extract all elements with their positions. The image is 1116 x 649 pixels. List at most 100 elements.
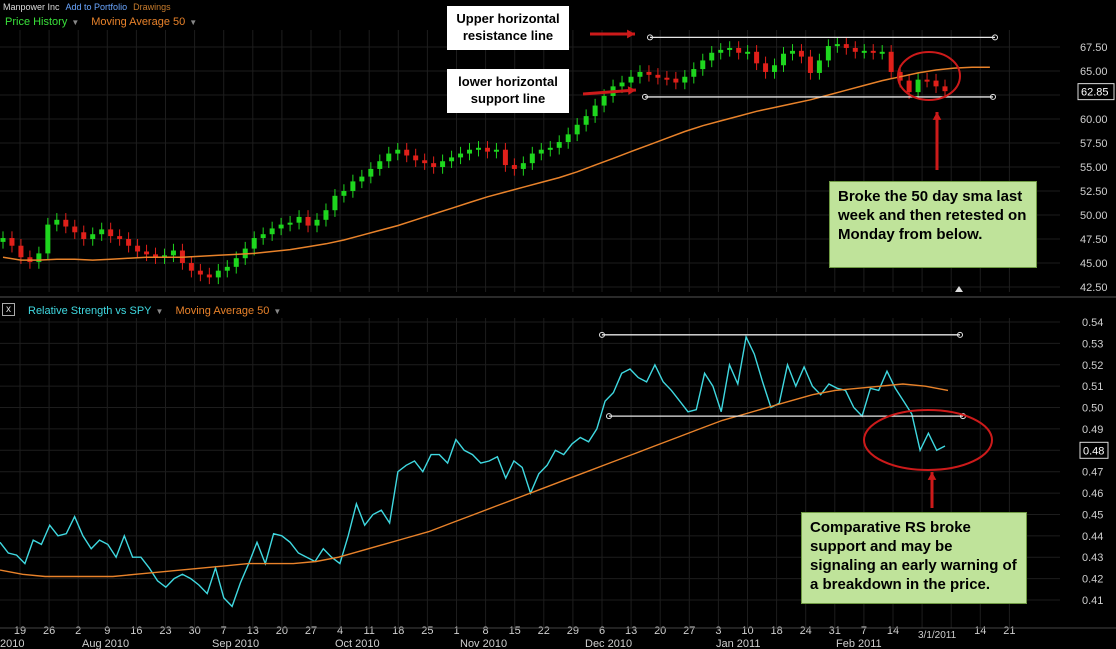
price-candle [763,63,769,72]
x-tick-label: 7 [861,625,867,637]
price-candle [601,95,607,106]
price-candle [440,161,446,167]
rs-y-tick-label: 0.41 [1082,595,1103,607]
price-candle [314,219,320,226]
price-y-tick-label: 55.00 [1080,162,1108,174]
price-candle [664,77,670,80]
price-candle [54,219,60,225]
price-candle [305,216,311,226]
price-candle [538,149,544,154]
price-candle [772,65,778,72]
x-tick-label: 6 [599,625,605,637]
legend-price-history[interactable]: Price History ▼ [5,16,80,28]
price-candle [251,238,257,249]
legend-moving-average[interactable]: Moving Average 50 ▼ [91,16,198,28]
price-candle [350,181,356,191]
price-legend: Price History ▼ Moving Average 50 ▼ [5,16,197,28]
price-candle [942,86,948,92]
x-month-label: Sep 2010 [212,638,259,649]
x-tick-label: 21 [1003,625,1015,637]
price-candle [332,195,338,211]
price-candle [269,228,275,235]
price-candle [511,165,517,169]
price-candle [924,79,930,82]
add-to-portfolio-link[interactable]: Add to Portfolio [65,2,128,12]
x-tick-label: 20 [276,625,288,637]
x-tick-label: 30 [188,625,200,637]
price-candle [646,71,652,75]
drawings-link[interactable]: Drawings [133,2,171,12]
x-tick-label: 20 [654,625,666,637]
lower-support-label: lower horizontal support line [447,69,569,113]
x-tick-label: 27 [683,625,695,637]
price-candle [888,51,894,72]
legend-rs-moving-average[interactable]: Moving Average 50 ▼ [175,305,282,317]
x-tick-label: 25 [421,625,433,637]
price-y-tick-label: 50.00 [1080,210,1108,222]
price-candle [135,245,141,252]
x-month-label: Dec 2010 [585,638,632,649]
price-candle [870,50,876,53]
price-y-tick-label: 42.50 [1080,282,1108,294]
rs-note-arrow-head [927,472,937,480]
price-candle [852,47,858,52]
price-candle [144,251,150,255]
price-candle [547,147,553,150]
rs-y-tick-label: 0.44 [1082,531,1103,543]
price-candle [458,153,464,158]
price-candle [431,163,437,167]
price-candle [484,147,490,152]
price-candle [224,266,230,271]
x-tick-label: 24 [800,625,812,637]
x-tick-label: 26 [43,625,55,637]
x-month-label: Nov 2010 [460,638,507,649]
price-y-tick-label: 65.00 [1080,66,1108,78]
price-candle [798,50,804,57]
x-tick-label: 7 [221,625,227,637]
price-candle [529,153,535,164]
price-candle [81,232,87,239]
panel-close-icon[interactable]: x [2,303,15,316]
rs-y-tick-label: 0.43 [1082,552,1103,564]
price-candle [906,80,912,93]
legend-relative-strength[interactable]: Relative Strength vs SPY ▼ [28,305,164,317]
price-candle [449,157,455,162]
x-special-date-label: 3/1/2011 [918,630,957,641]
price-candle [260,234,266,239]
rs-y-tick-label: 0.50 [1082,403,1103,415]
x-tick-label: 23 [159,625,171,637]
price-candle [736,47,742,53]
price-candle [467,149,473,154]
price-candle [816,60,822,73]
price-current-value: 62.85 [1081,87,1109,99]
rs-line [0,334,946,608]
rs-y-tick-label: 0.52 [1082,360,1103,372]
rs-moving-average-line [0,383,949,578]
price-candle [700,60,706,70]
rs-resistance-handle [599,331,605,338]
price-candle [90,234,96,239]
price-candle [861,50,867,53]
price-candle [637,71,643,77]
price-candle [0,238,6,242]
x-tick-label: 31 [829,625,841,637]
price-candle [781,53,787,66]
x-tick-label: 2 [75,625,81,637]
upper-resistance-label: Upper horizontal resistance line [447,6,569,50]
price-y-tick-label: 45.00 [1080,258,1108,270]
price-candle [395,149,401,154]
x-tick-label: 22 [538,625,550,637]
price-note: Broke the 50 day sma last week and then … [829,181,1037,268]
price-candle [36,253,42,263]
x-month-label: Feb 2011 [836,638,882,649]
price-candle [413,155,419,161]
x-tick-label: 18 [392,625,404,637]
price-candle [377,161,383,169]
x-tick-label: 29 [567,625,579,637]
price-candle [825,46,831,61]
rs-current-value: 0.48 [1083,445,1104,457]
price-candle [673,78,679,83]
price-candle [368,168,374,177]
price-candle [18,245,24,258]
